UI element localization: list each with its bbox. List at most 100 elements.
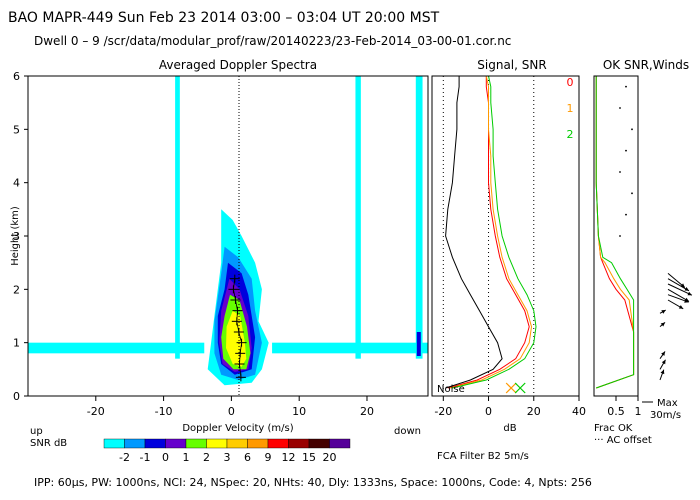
ok-x-tick-label: 0.5 — [607, 405, 625, 418]
wind-arrowhead — [660, 369, 665, 375]
wind-arrowhead — [684, 287, 689, 291]
colorbar-swatch — [206, 438, 228, 449]
peak-profile — [228, 274, 247, 382]
x-tick-label: -20 — [87, 405, 105, 418]
snr-x-label: dB — [503, 423, 516, 434]
y-tick-label: 3 — [13, 230, 20, 243]
colorbar-tick-label: -1 — [140, 451, 151, 464]
spectra-title: Averaged Doppler Spectra — [159, 58, 317, 72]
ac-offset-dot — [631, 192, 633, 195]
spectra-heatmap — [28, 76, 428, 386]
legend-series-2: 2 — [567, 128, 574, 141]
noise-label: Noise — [437, 384, 465, 395]
ac-offset-dot — [625, 149, 627, 152]
colorbar-tick-label: 0 — [162, 451, 169, 464]
interference-column — [415, 76, 423, 359]
colorbar-swatch — [124, 438, 146, 449]
snr-title: Signal, SNR — [477, 58, 546, 72]
y-tick-label: 1 — [13, 337, 20, 350]
colorbar-tick-label: -2 — [119, 451, 130, 464]
wind-arrowhead — [660, 322, 666, 327]
ok-axes: 0.5 1 — [607, 396, 642, 418]
frac-ok-label: Frac OK — [594, 423, 633, 434]
footer-parameters: IPP: 60μs, PW: 1000ns, NCI: 24, NSpec: 2… — [34, 476, 592, 489]
interference-column — [175, 76, 180, 359]
colorbar-swatch — [103, 438, 125, 449]
snr-frame — [431, 75, 580, 397]
snr-lines — [445, 76, 537, 394]
ok-lines — [595, 76, 635, 389]
snr-x-tick-label: -20 — [434, 405, 452, 418]
colorbar-tick-label: 12 — [282, 451, 296, 464]
snr-series-1 — [449, 76, 533, 389]
filter-note: FCA Filter B2 5m/s — [437, 451, 529, 462]
wind-arrow — [667, 278, 690, 292]
y-tick-label: 0 — [13, 390, 20, 403]
colorbar-tick-label: 1 — [183, 451, 190, 464]
snr-x-tick-label: 40 — [572, 405, 586, 418]
interference-column — [355, 76, 361, 359]
ac-offset-dot — [619, 171, 621, 173]
ac-offset-label: ··· AC offset — [594, 435, 652, 446]
x-tick-label: 20 — [360, 405, 374, 418]
colorbar-swatch — [165, 438, 187, 449]
colorbar-swatch — [247, 438, 269, 449]
colorbar-swatch — [185, 438, 207, 449]
colorbar-tick-label: 3 — [224, 451, 231, 464]
ac-offset-dots — [619, 85, 633, 237]
wind-arrow — [667, 283, 693, 296]
wind-arrowhead — [687, 291, 692, 296]
colorbar-swatch — [267, 438, 289, 449]
header-file-path: Dwell 0 – 9 /scr/data/modular_prof/raw/2… — [34, 34, 512, 48]
snr-contour-yellow — [226, 310, 247, 367]
legend-series-1: 1 — [567, 102, 574, 115]
spectra-axes: -20 -10 0 10 20 0 1 2 3 4 5 6 — [13, 70, 374, 418]
colorbar-swatch — [288, 438, 310, 449]
wind-arrowhead — [684, 297, 689, 302]
y-tick-label: 4 — [13, 177, 20, 190]
noise-band-left — [28, 342, 205, 354]
ac-offset-dot — [619, 235, 621, 237]
colorbar-tick-label: 2 — [203, 451, 210, 464]
colorbar-swatch — [329, 438, 351, 449]
ok-frame — [593, 75, 639, 397]
wind-arrowhead — [680, 283, 685, 288]
snr-series-signal — [445, 76, 503, 389]
snr-series-2 — [452, 76, 537, 389]
colorbar-label: SNR dB — [30, 438, 67, 449]
up-label: up — [30, 426, 43, 437]
colorbar-tick-label: 20 — [323, 451, 337, 464]
snr-gridlines — [442, 76, 535, 396]
colorbar-tick-label: 9 — [265, 451, 272, 464]
colorbar-swatch — [308, 438, 330, 449]
colorbar-swatch — [226, 438, 248, 449]
snr-x-tick-label: 20 — [527, 405, 541, 418]
ac-offset-dot — [625, 213, 627, 216]
ac-offset-dot — [625, 85, 627, 88]
y-tick-label: 5 — [13, 123, 20, 136]
y-tick-label: 2 — [13, 283, 20, 296]
spectra-y-label: Height (km) — [10, 206, 21, 266]
colorbar-tick-label: 15 — [302, 451, 316, 464]
noise-marker — [505, 382, 517, 394]
colorbar-tick-label: 6 — [244, 451, 251, 464]
wind-arrow — [667, 288, 690, 302]
x-tick-label: 10 — [292, 405, 306, 418]
snr-colorbar: -2 -1 0 1 2 3 6 9 12 15 20 — [103, 438, 351, 464]
header-title: BAO MAPR-449 Sun Feb 23 2014 03:00 – 03:… — [8, 10, 440, 26]
y-tick-label: 6 — [13, 70, 20, 83]
snr-legend: 0 1 2 — [567, 76, 574, 141]
snr-x-tick-label: 0 — [485, 405, 492, 418]
wind-scale-max: Max — [657, 398, 678, 409]
wind-barbs — [659, 272, 693, 381]
snr-axes: -20 0 20 40 — [434, 396, 586, 418]
ac-offset-dot — [619, 107, 621, 109]
ok-x-tick-label: 1 — [635, 405, 642, 418]
spectra-x-label: Doppler Velocity (m/s) — [182, 423, 293, 434]
wind-arrowhead — [661, 351, 665, 356]
down-label: down — [394, 426, 421, 437]
ac-offset-dot — [631, 128, 633, 131]
colorbar-swatch — [144, 438, 166, 449]
wind-arrowhead — [661, 310, 666, 314]
